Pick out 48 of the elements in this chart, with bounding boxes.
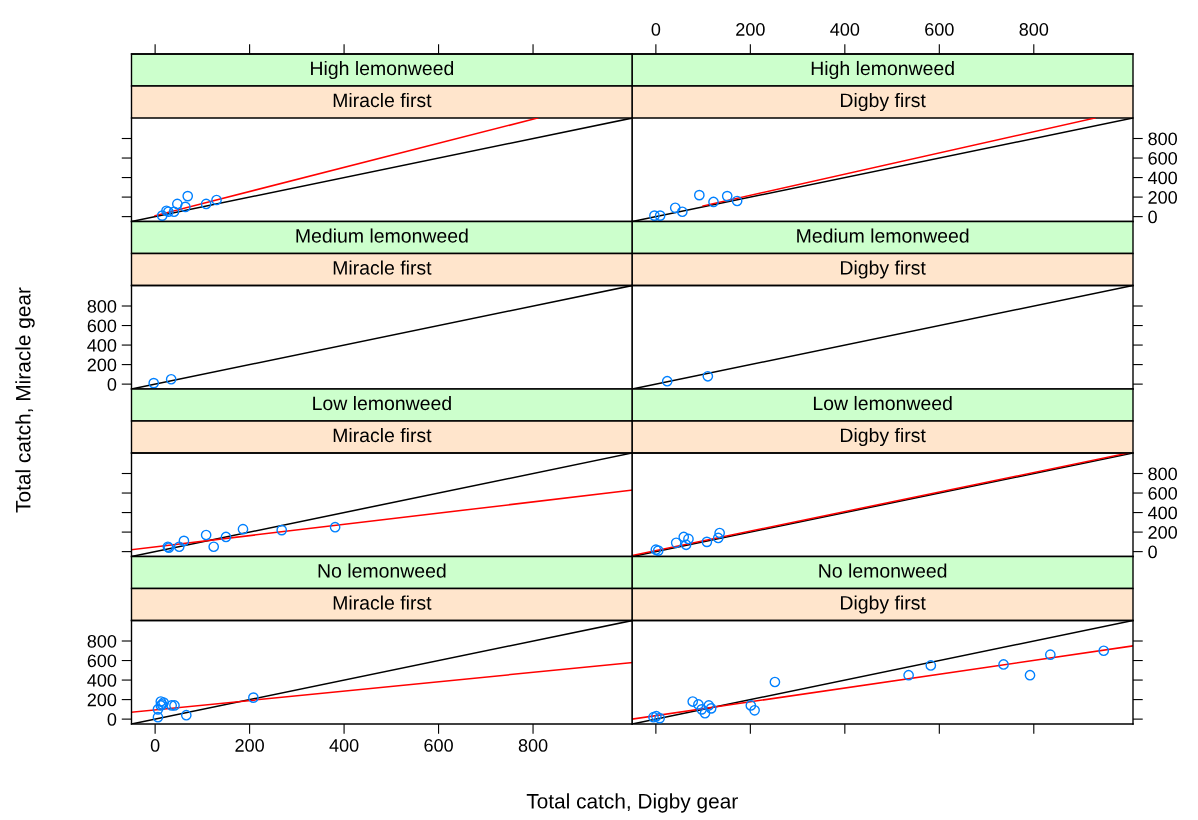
x-axis-title: Total catch, Digby gear (526, 793, 738, 813)
x-tick-label: 200 (736, 23, 765, 36)
chart-title: High lemonweed (311, 60, 454, 80)
y-tick-label: 0 (1148, 545, 1157, 559)
y-tick-label: 600 (1148, 486, 1177, 500)
y-axis-title: Total catch, Miracle gear (15, 287, 35, 513)
y-tick-label: 800 (1148, 467, 1177, 481)
chart-subtitle: Digby first (841, 427, 926, 447)
y-tick-label: 800 (1148, 132, 1177, 146)
chart-title: Medium lemonweed (797, 228, 969, 243)
chart-subtitle: Digby first (841, 595, 926, 614)
x-tick-label: 800 (518, 739, 548, 752)
y-tick-label: 800 (87, 634, 117, 648)
y-tick-label: 400 (1148, 171, 1177, 185)
chart-title: No lemonweed (819, 563, 947, 578)
x-tick-label: 600 (925, 23, 954, 36)
x-tick-label: 600 (424, 739, 453, 752)
y-tick-label: 600 (1148, 151, 1177, 165)
y-tick-label: 0 (107, 378, 117, 391)
x-tick-label: 400 (830, 23, 860, 36)
chart-title: No lemonweed (318, 563, 446, 578)
y-tick-label: 400 (87, 339, 117, 352)
x-tick-label: 400 (329, 739, 359, 752)
chart-title: Low lemonweed (813, 395, 952, 411)
chart-subtitle: Miracle first (333, 92, 432, 108)
chart-title: High lemonweed (811, 60, 954, 80)
x-tick-label: 200 (235, 739, 264, 752)
y-tick-label: 200 (1148, 191, 1177, 204)
y-tick-label: 400 (87, 674, 117, 687)
y-tick-label: 800 (87, 299, 117, 313)
y-tick-label: 600 (87, 654, 117, 668)
y-tick-label: 200 (87, 358, 117, 372)
y-tick-label: 400 (1148, 506, 1177, 520)
y-tick-label: 200 (87, 693, 117, 707)
chart-subtitle: Miracle first (333, 595, 432, 610)
chart-subtitle: Digby first (841, 92, 926, 112)
x-tick-label: 800 (1019, 23, 1049, 36)
y-tick-label: 600 (87, 319, 117, 333)
chart-subtitle: Digby first (841, 260, 926, 279)
chart-subtitle: Miracle first (333, 427, 432, 443)
x-tick-label: 0 (150, 739, 160, 752)
y-tick-label: 200 (1148, 526, 1177, 539)
y-tick-label: 0 (1148, 210, 1157, 224)
x-tick-label: 0 (651, 23, 661, 36)
chart-subtitle: Miracle first (333, 260, 432, 275)
y-tick-label: 0 (107, 713, 117, 726)
chart-title: Low lemonweed (313, 395, 451, 411)
chart-title: Medium lemonweed (296, 228, 468, 243)
